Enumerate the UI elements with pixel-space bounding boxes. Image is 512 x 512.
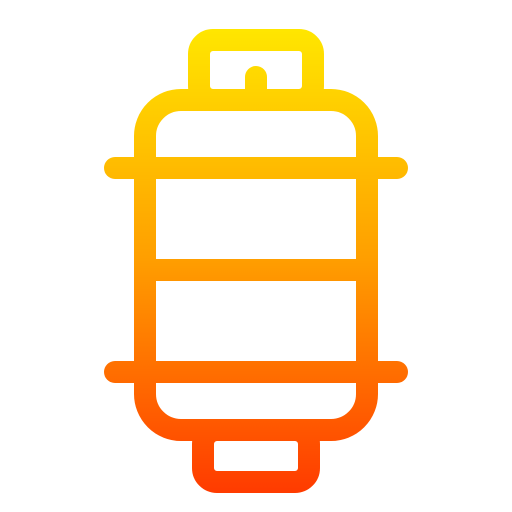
gas-cylinder-icon (0, 0, 512, 512)
